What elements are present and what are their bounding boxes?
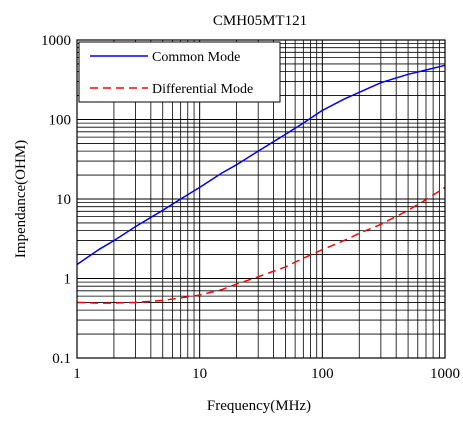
legend: Common Mode Differential Mode bbox=[78, 41, 281, 103]
x-tick-label: 1000 bbox=[430, 366, 460, 382]
y-tick-label: 10 bbox=[56, 192, 71, 208]
x-tick-label: 100 bbox=[311, 366, 334, 382]
x-tick-labels: 1 10 100 1000 bbox=[73, 366, 460, 382]
legend-box bbox=[78, 41, 281, 103]
y-tick-labels: 0.1 1 10 100 1000 bbox=[41, 33, 71, 367]
y-tick-label: 1000 bbox=[41, 33, 71, 49]
chart-title: CMH05MT121 bbox=[213, 13, 307, 29]
x-axis-label: Frequency(MHz) bbox=[207, 398, 311, 414]
legend-label-common-mode: Common Mode bbox=[152, 50, 240, 65]
x-tick-label: 1 bbox=[73, 366, 81, 382]
x-tick-label: 10 bbox=[192, 366, 207, 382]
plot-border bbox=[76, 39, 446, 359]
series-layer bbox=[76, 64, 446, 304]
series-line-differential-mode bbox=[76, 186, 446, 304]
y-axis-label: Impendance(OHM) bbox=[13, 140, 29, 258]
legend-label-differential-mode: Differential Mode bbox=[152, 82, 253, 97]
y-tick-label: 1 bbox=[64, 272, 72, 288]
y-tick-label: 0.1 bbox=[52, 351, 71, 367]
series-line-common-mode bbox=[76, 64, 446, 266]
y-tick-label: 100 bbox=[49, 113, 72, 129]
